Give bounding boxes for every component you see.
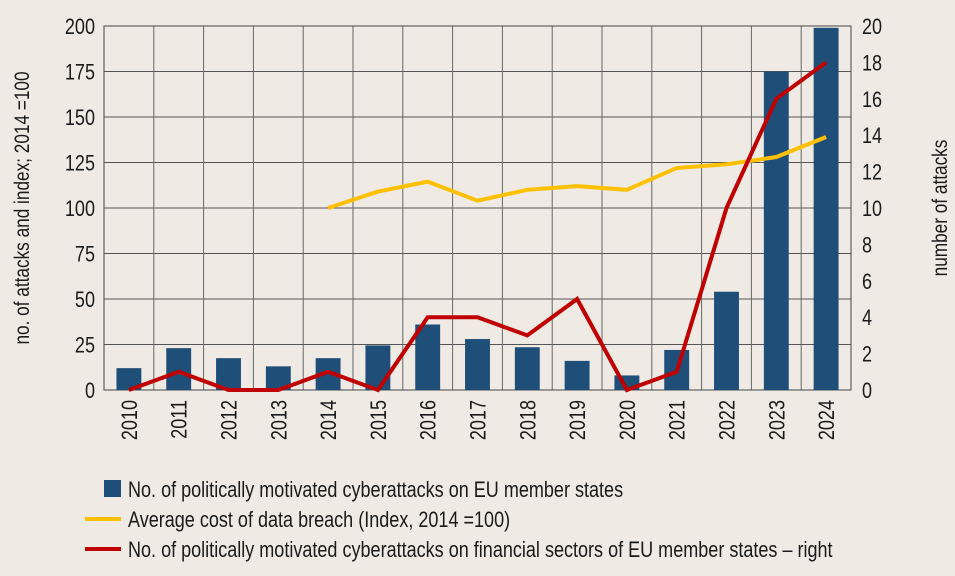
y-tick-label: 0 [85, 379, 95, 403]
bar [564, 360, 590, 390]
y-tick-label: 175 [65, 61, 95, 85]
legend-label: No. of politically motivated cyberattack… [128, 478, 623, 502]
y2-tick-label: 6 [862, 270, 872, 294]
y-tick-label: 150 [65, 106, 95, 130]
x-tick-label: 2022 [716, 400, 740, 440]
y-tick-label: 50 [75, 288, 95, 312]
y2-tick-label: 18 [862, 52, 882, 76]
y-axis-title: no. of attacks and index; 2014 =100 [12, 71, 35, 344]
legend: No. of politically motivated cyberattack… [85, 478, 833, 562]
legend-swatch-bar [104, 480, 121, 497]
x-tick-label: 2012 [218, 400, 242, 440]
bar [116, 368, 142, 390]
bar [514, 347, 540, 390]
x-tick-label: 2024 [816, 400, 840, 440]
x-tick-label: 2015 [367, 400, 391, 440]
x-tick-label: 2016 [417, 400, 441, 440]
line-series [128, 60, 828, 393]
y-tick-label: 200 [65, 15, 95, 39]
y-tick-label: 125 [65, 152, 95, 176]
y-tick-label: 100 [65, 197, 95, 221]
legend-label: No. of politically motivated cyberattack… [128, 538, 833, 562]
x-tick-label: 2018 [517, 400, 541, 440]
y2-tick-label: 4 [862, 307, 872, 331]
x-tick-label: 2021 [666, 400, 690, 440]
bar [265, 366, 291, 390]
y2-tick-label: 12 [862, 161, 882, 185]
financial-sector-attacks-line [128, 60, 828, 393]
bar [365, 345, 391, 390]
y2-tick-label: 10 [862, 197, 882, 221]
x-tick-label: 2011 [168, 400, 192, 439]
bar [714, 291, 739, 390]
x-tick-label: 2019 [567, 400, 591, 440]
y2-tick-label: 0 [862, 379, 872, 403]
axes: 0255075100125150175200024681012141618202… [65, 15, 882, 440]
y2-tick-label: 20 [862, 15, 882, 39]
bar [166, 348, 192, 390]
y2-tick-label: 2 [862, 343, 872, 367]
x-tick-label: 2023 [766, 400, 790, 440]
x-tick-label: 2017 [467, 400, 491, 440]
y2-tick-label: 14 [862, 125, 882, 149]
bar [763, 71, 789, 390]
y2-tick-label: 8 [862, 234, 872, 258]
y2-axis-title: number of attacks [930, 140, 953, 277]
data-breach-cost-line [327, 135, 827, 210]
bar [465, 339, 490, 390]
x-tick-label: 2020 [616, 400, 640, 440]
bar-series [116, 27, 839, 390]
bar [813, 27, 839, 390]
x-tick-label: 2013 [268, 400, 292, 440]
y-tick-label: 25 [75, 334, 95, 358]
bar [415, 324, 441, 390]
y2-tick-label: 16 [862, 88, 882, 112]
bar [216, 358, 241, 390]
x-tick-label: 2010 [118, 400, 142, 440]
x-tick-label: 2014 [318, 400, 342, 440]
legend-label: Average cost of data breach (Index, 2014… [128, 508, 510, 532]
y-tick-label: 75 [75, 243, 95, 267]
